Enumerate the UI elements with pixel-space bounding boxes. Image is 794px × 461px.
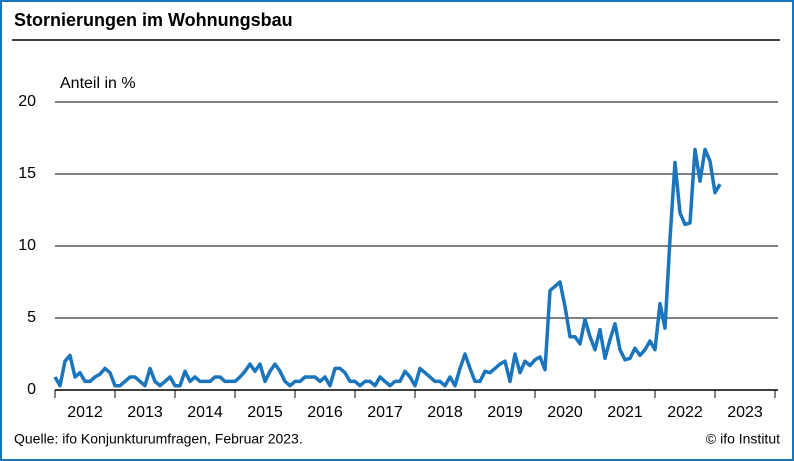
x-tick-label: 2022 bbox=[667, 404, 703, 421]
x-tick-label: 2016 bbox=[307, 404, 343, 421]
x-tick-label: 2013 bbox=[127, 404, 163, 421]
x-tick-label: 2014 bbox=[187, 404, 223, 421]
y-tick-label: 15 bbox=[18, 165, 36, 182]
x-tick-label: 2019 bbox=[487, 404, 523, 421]
chart-title: Stornierungen im Wohnungsbau bbox=[14, 10, 293, 30]
y-tick-label: 20 bbox=[18, 93, 36, 110]
y-axis-label: Anteil in % bbox=[60, 75, 136, 92]
credit: © ifo Institut bbox=[706, 431, 780, 447]
x-tick-label: 2021 bbox=[607, 404, 643, 421]
x-tick-label: 2015 bbox=[247, 404, 283, 421]
x-tick-label: 2017 bbox=[367, 404, 403, 421]
y-tick-label: 5 bbox=[27, 309, 36, 326]
y-tick-label: 0 bbox=[27, 381, 36, 398]
y-tick-label: 10 bbox=[18, 237, 36, 254]
x-tick-label: 2023 bbox=[727, 404, 763, 421]
source: Quelle: ifo Konjunkturumfragen, Februar … bbox=[14, 431, 303, 447]
x-tick-label: 2012 bbox=[67, 404, 103, 421]
data-line bbox=[53, 147, 722, 388]
x-tick-label: 2018 bbox=[427, 404, 463, 421]
x-tick-label: 2020 bbox=[547, 404, 583, 421]
